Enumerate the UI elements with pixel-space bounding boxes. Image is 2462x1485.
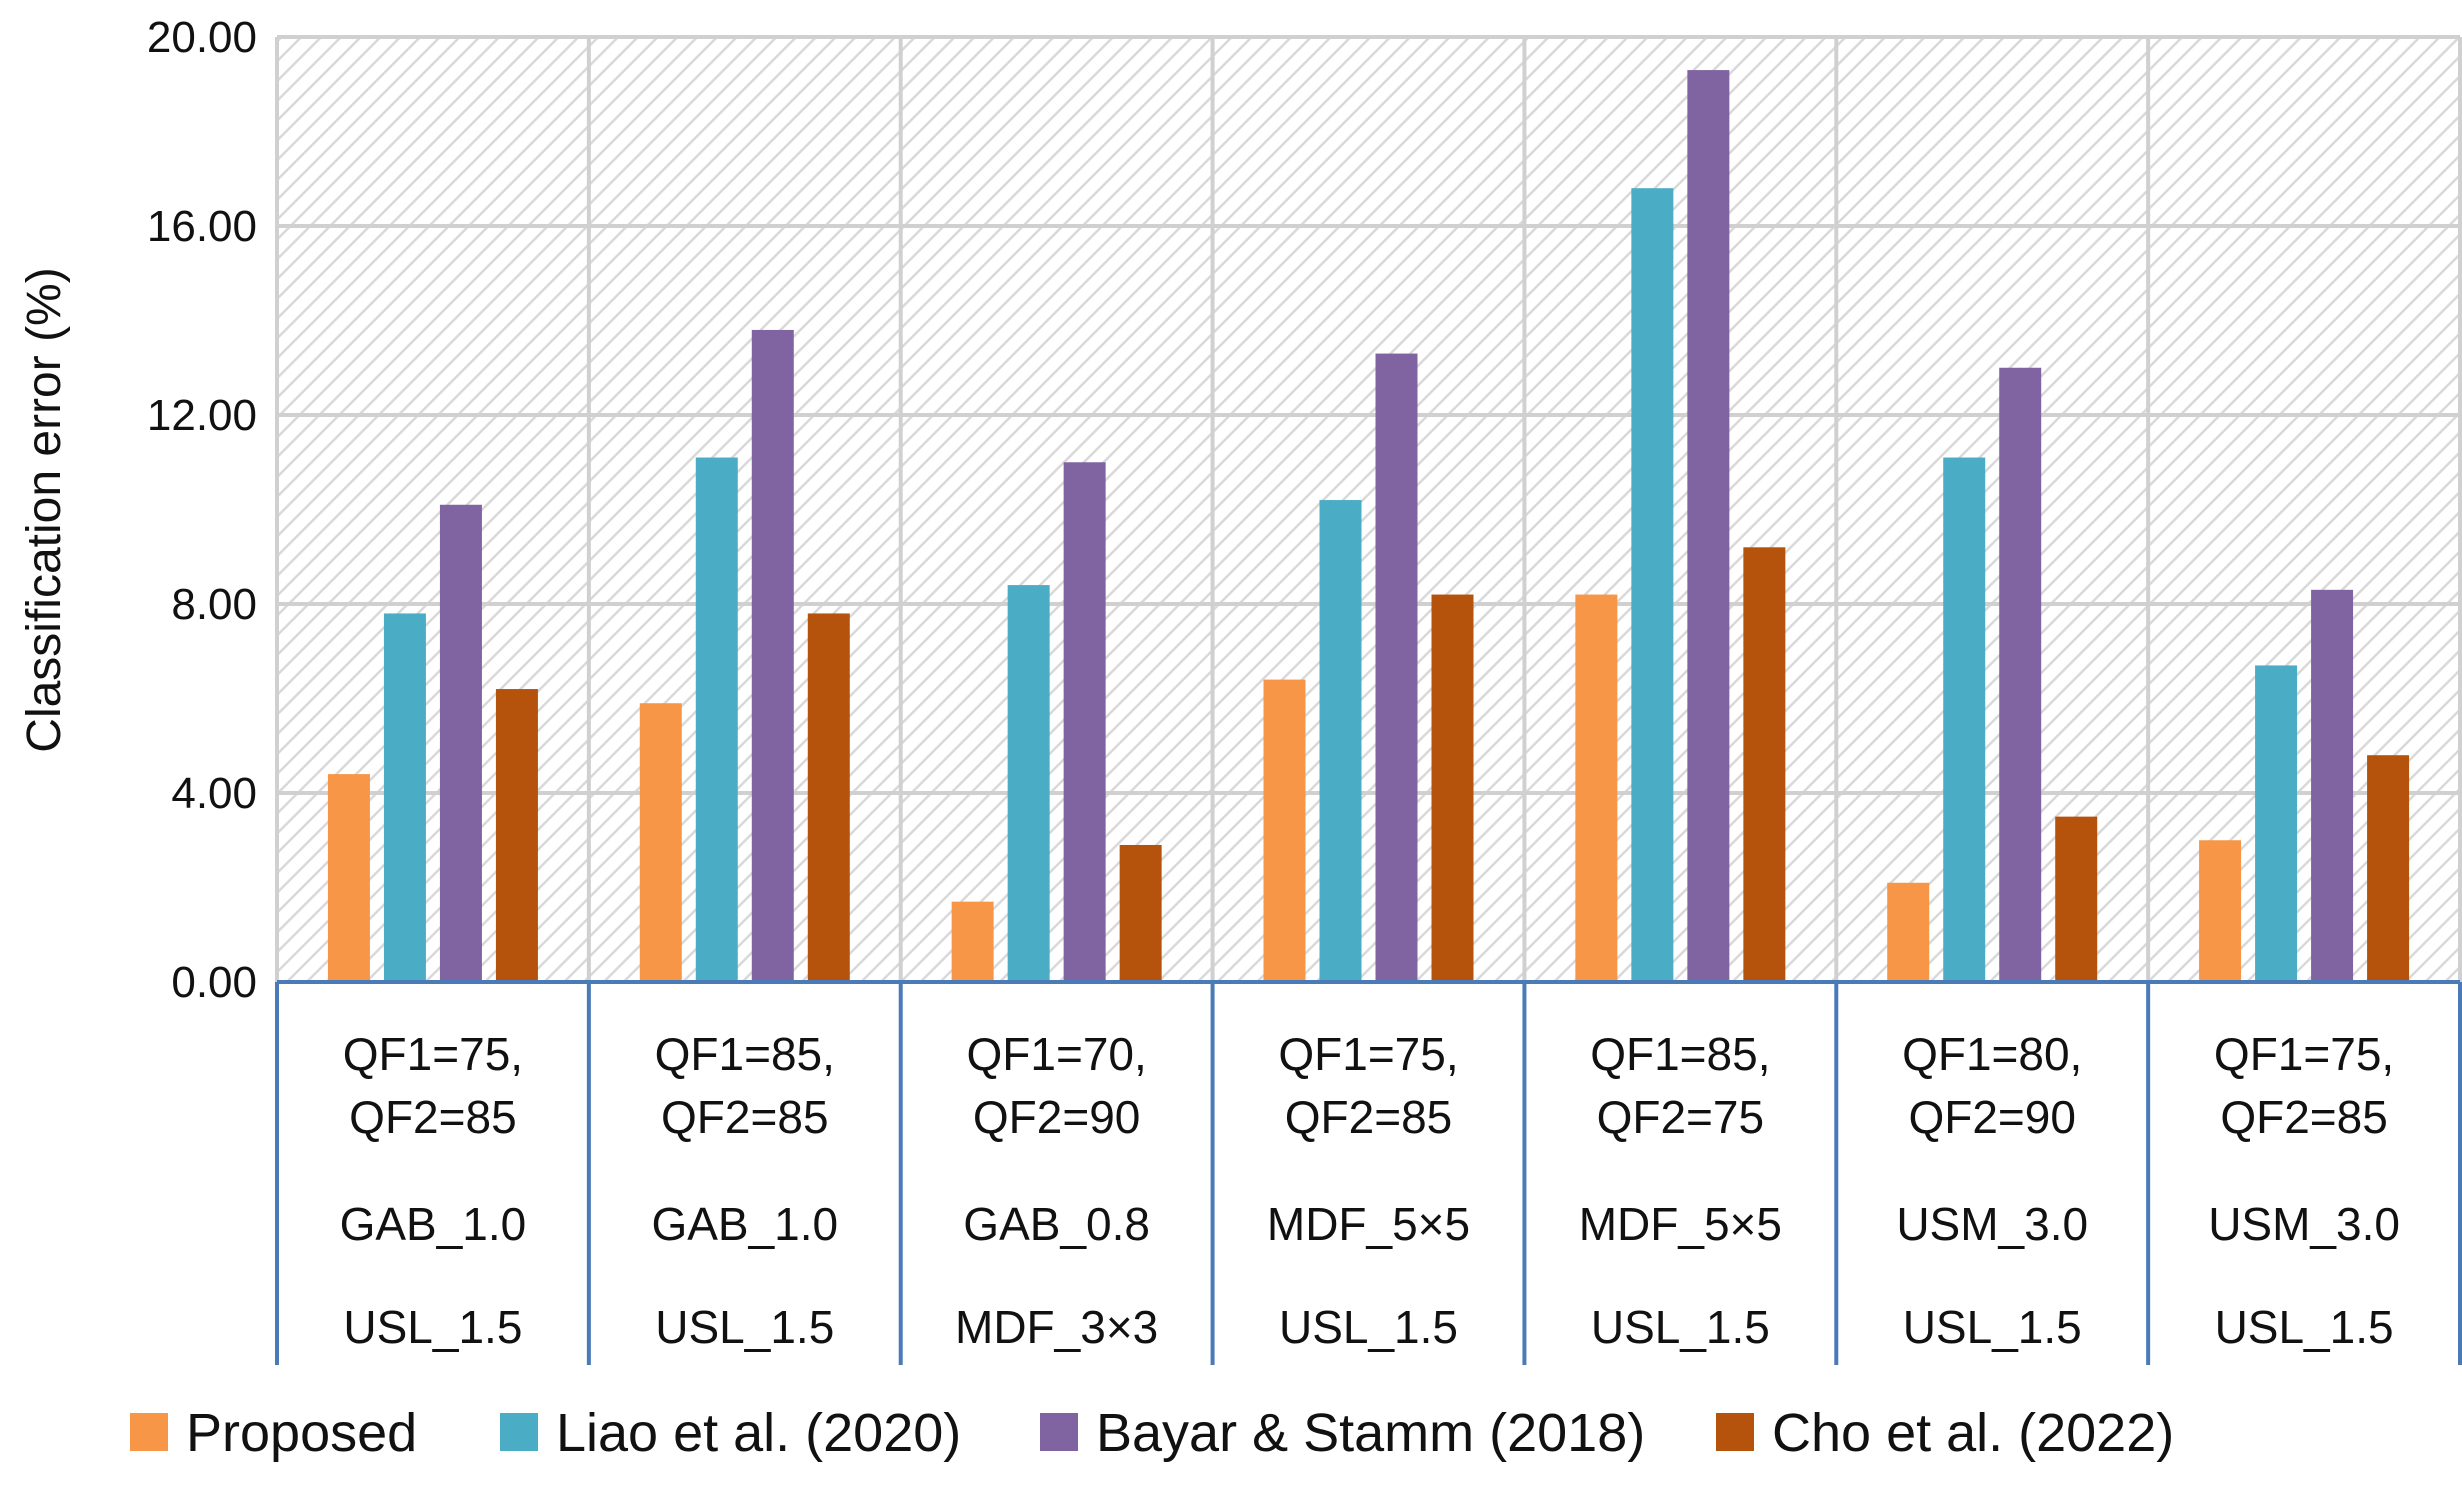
bar — [1375, 353, 1418, 982]
bar — [495, 689, 538, 982]
bar — [383, 613, 426, 982]
bar — [1575, 594, 1618, 982]
y-tick-label: 8.00 — [171, 580, 257, 629]
plot-area — [277, 37, 2460, 982]
category-row3-label: MDF_3×3 — [955, 1301, 1158, 1353]
y-tick-label: 12.00 — [147, 391, 257, 440]
bar — [1119, 844, 1162, 982]
category-label: QF2=85 — [349, 1091, 517, 1143]
legend-label: Liao et al. (2020) — [556, 1403, 961, 1463]
category-label: QF2=75 — [1597, 1091, 1765, 1143]
legend-label: Proposed — [186, 1403, 417, 1463]
bar — [327, 774, 370, 982]
bar — [2311, 589, 2354, 982]
bar — [1063, 462, 1106, 982]
bar — [1319, 500, 1362, 982]
category-row3-label: USL_1.5 — [2215, 1301, 2394, 1353]
y-tick-label: 4.00 — [171, 769, 257, 818]
bars — [327, 70, 2410, 982]
bar — [1007, 585, 1050, 982]
legend-swatch — [1040, 1413, 1078, 1451]
category-row2-label: MDF_5×5 — [1579, 1198, 1782, 1250]
bar — [2199, 840, 2242, 982]
category-label: QF1=80, — [1902, 1028, 2082, 1080]
category-row2-label: USM_3.0 — [1896, 1198, 2088, 1250]
category-label: QF2=90 — [1908, 1091, 2076, 1143]
y-axis-label: Classification error (%) — [18, 267, 71, 752]
y-tick-label: 16.00 — [147, 202, 257, 251]
category-row2-label: GAB_1.0 — [651, 1198, 838, 1250]
category-row3-label: USL_1.5 — [1903, 1301, 2082, 1353]
category-label: QF1=85, — [655, 1028, 835, 1080]
category-label: QF2=85 — [661, 1091, 829, 1143]
y-tick-label: 20.00 — [147, 13, 257, 62]
bar — [2055, 816, 2098, 982]
category-label: QF2=85 — [2220, 1091, 2388, 1143]
bar — [1631, 188, 1674, 982]
bar — [1887, 882, 1930, 982]
category-table: QF1=75, QF2=85 GAB_1.0 USL_1.5 QF1=85, QF2=85… — [275, 980, 2462, 1365]
gridlines — [275, 35, 2462, 984]
y-axis: 0.00 4.00 8.00 12.00 16.00 20.00 — [147, 13, 257, 1007]
category-row3-label: USL_1.5 — [1279, 1301, 1458, 1353]
category-label: QF1=75, — [2214, 1028, 2394, 1080]
legend: Proposed Liao et al. (2020) Bayar & Stamm … — [130, 1403, 2174, 1463]
bar — [1687, 70, 1730, 982]
bar — [639, 703, 682, 982]
y-tick-label: 0.00 — [171, 958, 257, 1007]
category-label: QF1=85, — [1590, 1028, 1770, 1080]
legend-swatch — [1716, 1413, 1754, 1451]
category-label: QF1=75, — [343, 1028, 523, 1080]
category-label: QF1=75, — [1278, 1028, 1458, 1080]
legend-swatch — [130, 1413, 168, 1451]
bar — [1743, 547, 1786, 982]
category-row2-label: MDF_5×5 — [1267, 1198, 1470, 1250]
bar — [807, 613, 850, 982]
bar — [1943, 457, 1986, 982]
bar — [1431, 594, 1474, 982]
category-label: QF2=85 — [1285, 1091, 1453, 1143]
category-row2-label: GAB_1.0 — [340, 1198, 527, 1250]
category-row2-label: GAB_0.8 — [963, 1198, 1150, 1250]
bar — [439, 504, 482, 982]
category-row3-label: USL_1.5 — [655, 1301, 834, 1353]
bar — [951, 901, 994, 982]
bar — [751, 329, 794, 982]
category-row3-label: USL_1.5 — [1591, 1301, 1770, 1353]
bar — [1999, 367, 2042, 982]
bar — [695, 457, 738, 982]
legend-swatch — [500, 1413, 538, 1451]
bar — [2367, 755, 2410, 982]
category-row3-label: USL_1.5 — [343, 1301, 522, 1353]
bar — [1263, 679, 1306, 982]
legend-label: Bayar & Stamm (2018) — [1096, 1403, 1645, 1463]
bar — [2255, 665, 2298, 982]
category-label: QF1=70, — [967, 1028, 1147, 1080]
legend-label: Cho et al. (2022) — [1772, 1403, 2174, 1463]
category-label: QF2=90 — [973, 1091, 1141, 1143]
category-row2-label: USM_3.0 — [2208, 1198, 2400, 1250]
